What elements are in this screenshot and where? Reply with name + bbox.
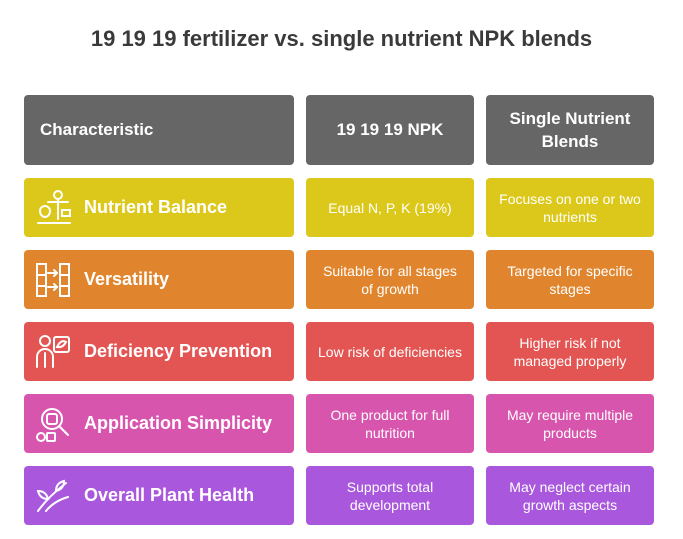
row-application-simplicity-npk: One product for full nutrition [306, 394, 474, 453]
row-application-simplicity-single: May require multiple products [486, 394, 654, 453]
header-characteristic: Characteristic [24, 95, 294, 165]
row-application-simplicity: Application Simplicity [24, 394, 294, 453]
row-versatility-npk: Suitable for all stages of growth [306, 250, 474, 309]
blocks-arrows-icon [34, 261, 72, 299]
scale-fruit-icon [34, 189, 72, 227]
magnifier-shapes-icon [34, 405, 72, 443]
row-label: Application Simplicity [84, 413, 273, 433]
row-label: Deficiency Prevention [84, 341, 273, 361]
row-overall-plant-health-npk: Supports total development [306, 466, 474, 525]
row-versatility: Versatility [24, 250, 294, 309]
row-deficiency-prevention-single: Higher risk if not managed properly [486, 322, 654, 381]
page-title: 19 19 19 fertilizer vs. single nutrient … [90, 26, 593, 51]
row-nutrient-balance-single: Focuses on one or two nutrients [486, 178, 654, 237]
header-19-19-19-npk: 19 19 19 NPK [306, 95, 474, 165]
row-nutrient-balance: Nutrient Balance [24, 178, 294, 237]
sprout-icon [34, 477, 72, 515]
row-label: Versatility [84, 269, 170, 289]
person-shield-icon [34, 333, 72, 371]
row-label: Overall Plant Health [84, 485, 255, 505]
row-deficiency-prevention-npk: Low risk of deficiencies [306, 322, 474, 381]
row-label: Nutrient Balance [84, 197, 228, 217]
row-overall-plant-health-single: May neglect certain growth aspects [486, 466, 654, 525]
row-nutrient-balance-npk: Equal N, P, K (19%) [306, 178, 474, 237]
row-overall-plant-health: Overall Plant Health [24, 466, 294, 525]
header-single-nutrient-blends: Single Nutrient Blends [486, 95, 654, 165]
row-deficiency-prevention: Deficiency Prevention [24, 322, 294, 381]
row-versatility-single: Targeted for specific stages [486, 250, 654, 309]
